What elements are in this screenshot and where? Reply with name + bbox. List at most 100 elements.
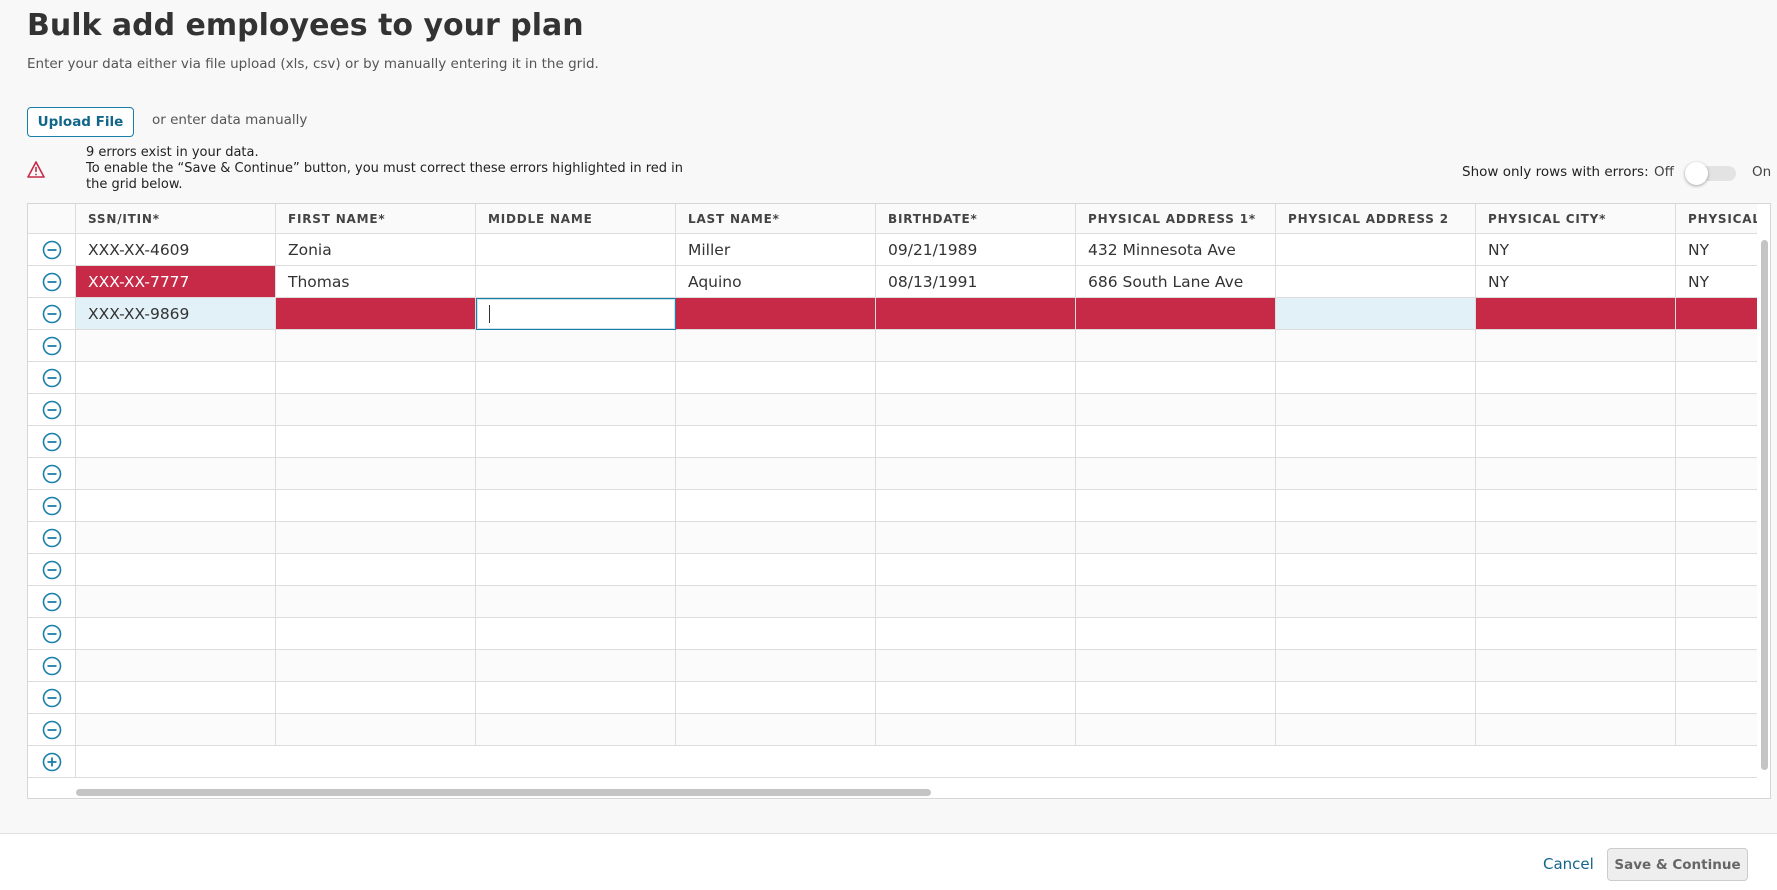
- grid-cell[interactable]: NY: [1676, 266, 1757, 298]
- grid-cell[interactable]: [276, 522, 476, 554]
- grid-cell[interactable]: [76, 394, 276, 426]
- grid-cell[interactable]: [276, 458, 476, 490]
- remove-row-icon[interactable]: [42, 400, 62, 420]
- grid-cell[interactable]: [476, 362, 676, 394]
- remove-row-icon[interactable]: [42, 304, 62, 324]
- grid-cell[interactable]: [876, 298, 1076, 330]
- grid-cell[interactable]: [1476, 426, 1676, 458]
- grid-cell[interactable]: 686 South Lane Ave: [1076, 266, 1276, 298]
- grid-cell[interactable]: [1476, 682, 1676, 714]
- vertical-scrollbar[interactable]: [1761, 240, 1768, 770]
- grid-cell[interactable]: [476, 650, 676, 682]
- grid-cell[interactable]: [276, 682, 476, 714]
- grid-cell[interactable]: [276, 586, 476, 618]
- grid-cell[interactable]: [876, 330, 1076, 362]
- grid-cell[interactable]: [1676, 714, 1757, 746]
- grid-cell[interactable]: [1276, 266, 1476, 298]
- grid-cell[interactable]: [876, 586, 1076, 618]
- grid-cell[interactable]: [476, 714, 676, 746]
- grid-cell[interactable]: [1276, 682, 1476, 714]
- grid-cell[interactable]: [1076, 714, 1276, 746]
- grid-cell[interactable]: [676, 490, 876, 522]
- grid-cell[interactable]: [276, 554, 476, 586]
- grid-cell[interactable]: [276, 650, 476, 682]
- grid-cell[interactable]: [1076, 426, 1276, 458]
- grid-cell[interactable]: [876, 650, 1076, 682]
- grid-cell[interactable]: [676, 362, 876, 394]
- grid-cell[interactable]: [1276, 522, 1476, 554]
- grid-cell[interactable]: [476, 234, 676, 266]
- grid-cell[interactable]: Aquino: [676, 266, 876, 298]
- grid-cell[interactable]: [1276, 330, 1476, 362]
- grid-cell[interactable]: [676, 426, 876, 458]
- grid-cell[interactable]: [1676, 650, 1757, 682]
- grid-cell[interactable]: [1276, 490, 1476, 522]
- grid-cell[interactable]: [476, 522, 676, 554]
- grid-cell[interactable]: NY: [1476, 266, 1676, 298]
- grid-cell[interactable]: [876, 490, 1076, 522]
- grid-cell[interactable]: [1076, 682, 1276, 714]
- grid-cell[interactable]: [76, 650, 276, 682]
- grid-cell[interactable]: [276, 618, 476, 650]
- grid-cell[interactable]: [1476, 650, 1676, 682]
- grid-cell[interactable]: [1276, 394, 1476, 426]
- remove-row-icon[interactable]: [42, 528, 62, 548]
- horizontal-scrollbar[interactable]: [76, 789, 931, 796]
- grid-cell[interactable]: [1476, 522, 1676, 554]
- grid-cell[interactable]: [76, 586, 276, 618]
- grid-cell[interactable]: [676, 682, 876, 714]
- grid-cell[interactable]: [76, 714, 276, 746]
- remove-row-icon[interactable]: [42, 368, 62, 388]
- grid-cell[interactable]: [1076, 618, 1276, 650]
- grid-cell[interactable]: [1276, 554, 1476, 586]
- grid-cell[interactable]: NY: [1476, 234, 1676, 266]
- grid-cell[interactable]: [1476, 714, 1676, 746]
- grid-cell[interactable]: 09/21/1989: [876, 234, 1076, 266]
- grid-cell[interactable]: [1676, 426, 1757, 458]
- grid-cell[interactable]: [1276, 714, 1476, 746]
- grid-cell[interactable]: [876, 682, 1076, 714]
- cancel-button[interactable]: Cancel: [1543, 855, 1594, 873]
- remove-row-icon[interactable]: [42, 272, 62, 292]
- grid-cell[interactable]: [1676, 522, 1757, 554]
- grid-cell[interactable]: [676, 554, 876, 586]
- grid-cell[interactable]: 432 Minnesota Ave: [1076, 234, 1276, 266]
- remove-row-icon[interactable]: [42, 336, 62, 356]
- remove-row-icon[interactable]: [42, 464, 62, 484]
- grid-cell[interactable]: [1676, 458, 1757, 490]
- grid-cell[interactable]: [876, 426, 1076, 458]
- grid-cell[interactable]: [1476, 458, 1676, 490]
- grid-cell[interactable]: NY: [1676, 234, 1757, 266]
- toggle-knob[interactable]: [1685, 162, 1708, 185]
- grid-cell[interactable]: [1476, 394, 1676, 426]
- grid-cell[interactable]: [676, 650, 876, 682]
- grid-cell[interactable]: [476, 554, 676, 586]
- grid-cell[interactable]: [876, 554, 1076, 586]
- add-row-icon[interactable]: [42, 752, 62, 772]
- grid-cell[interactable]: [1476, 330, 1676, 362]
- grid-cell[interactable]: [1476, 554, 1676, 586]
- grid-cell[interactable]: [1476, 586, 1676, 618]
- grid-cell[interactable]: [1076, 522, 1276, 554]
- grid-cell[interactable]: [876, 618, 1076, 650]
- grid-cell[interactable]: [1676, 682, 1757, 714]
- grid-cell[interactable]: [1276, 458, 1476, 490]
- grid-cell[interactable]: [1076, 554, 1276, 586]
- grid-cell[interactable]: [1276, 234, 1476, 266]
- grid-cell[interactable]: Thomas: [276, 266, 476, 298]
- grid-cell[interactable]: [876, 362, 1076, 394]
- grid-cell[interactable]: XXX-XX-9869: [76, 298, 276, 330]
- grid-cell[interactable]: [1476, 618, 1676, 650]
- grid-cell[interactable]: [1676, 586, 1757, 618]
- grid-cell[interactable]: [876, 522, 1076, 554]
- grid-cell[interactable]: [276, 362, 476, 394]
- grid-cell[interactable]: [676, 586, 876, 618]
- grid-cell[interactable]: [676, 618, 876, 650]
- grid-cell[interactable]: [476, 586, 676, 618]
- grid-cell[interactable]: [276, 298, 476, 330]
- grid-cell[interactable]: XXX-XX-4609: [76, 234, 276, 266]
- remove-row-icon[interactable]: [42, 240, 62, 260]
- grid-cell[interactable]: [1276, 298, 1476, 330]
- grid-cell[interactable]: [876, 458, 1076, 490]
- grid-cell[interactable]: [1476, 490, 1676, 522]
